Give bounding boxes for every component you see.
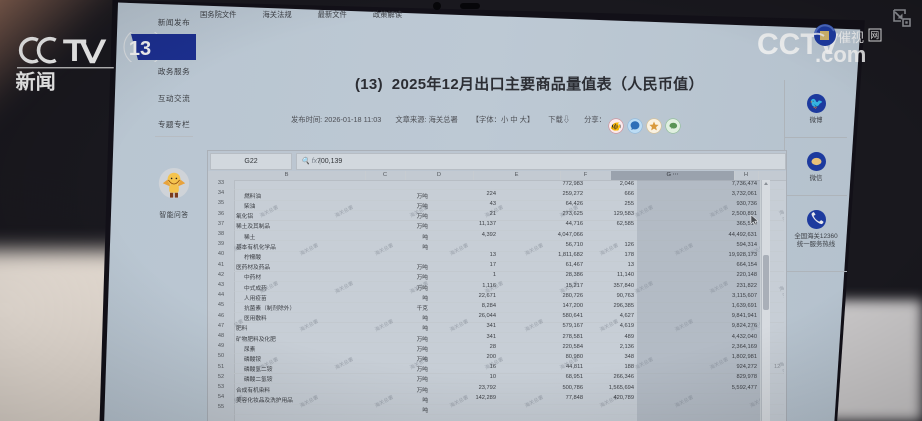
svg-text:催视: 催视 — [838, 30, 864, 45]
svg-text:新闻: 新闻 — [16, 70, 56, 94]
svg-text:网: 网 — [870, 31, 879, 41]
svg-text:13: 13 — [129, 38, 151, 60]
svg-text:🐠: 🐠 — [610, 122, 621, 132]
svg-text:🐦: 🐦 — [809, 98, 823, 110]
